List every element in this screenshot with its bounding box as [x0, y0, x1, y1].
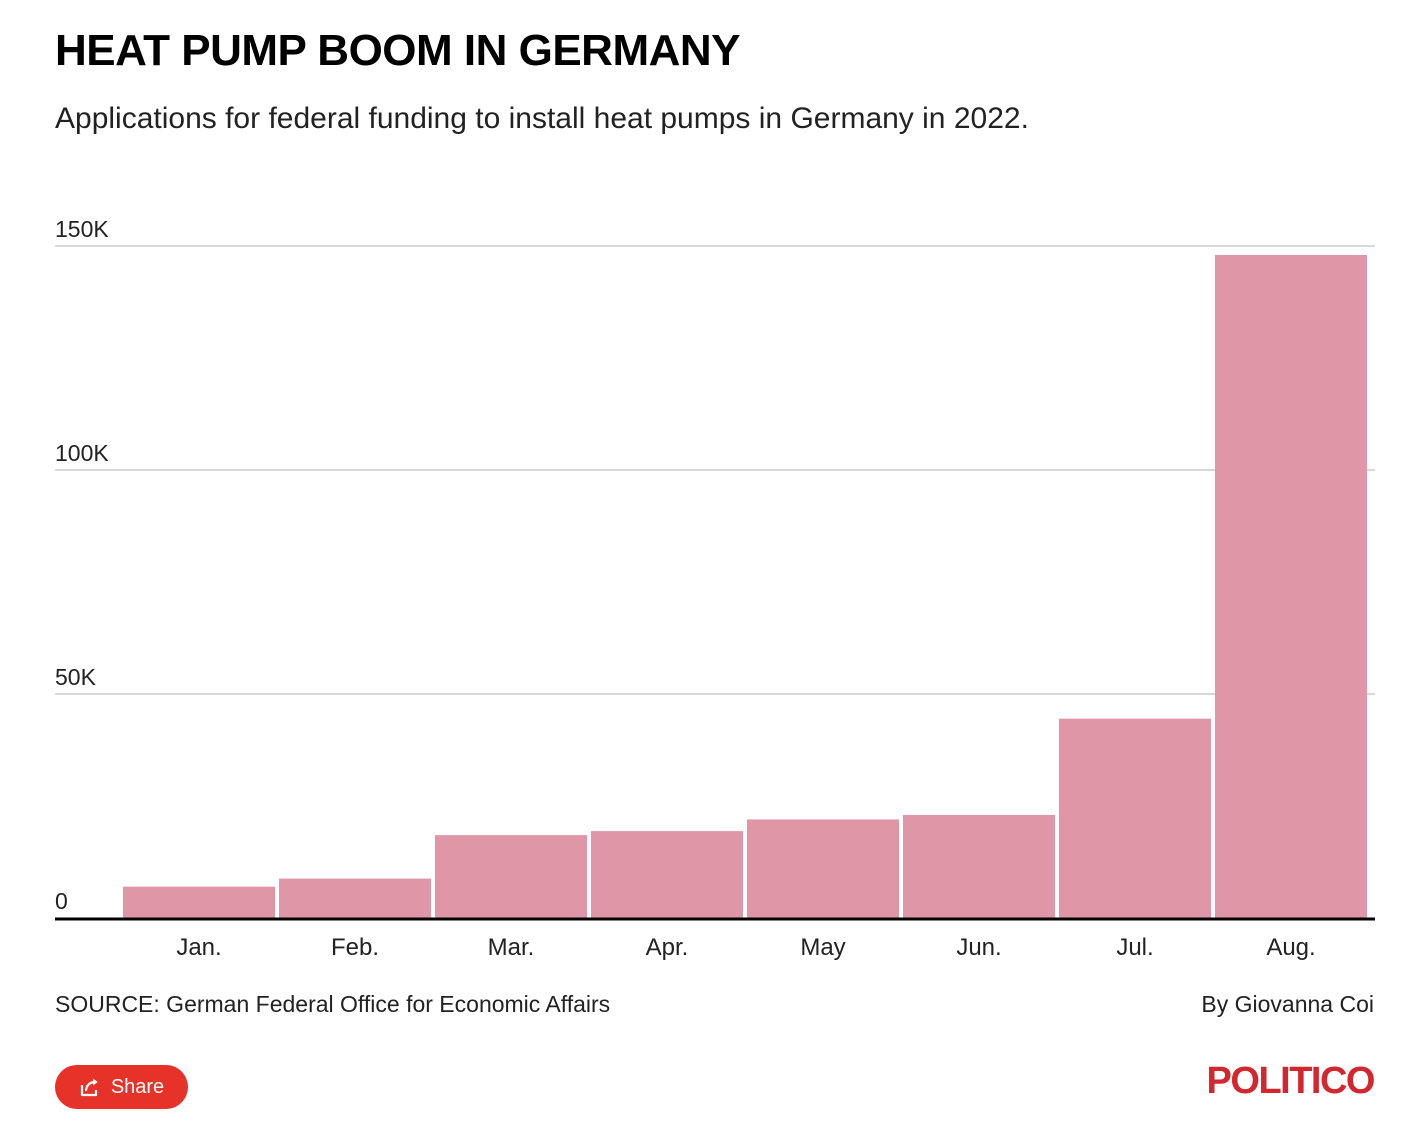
x-tick-label: Jan. — [176, 934, 221, 961]
chart-subtitle: Applications for federal funding to inst… — [55, 102, 1029, 135]
chart-title: HEAT PUMP BOOM IN GERMANY — [55, 26, 741, 75]
share-button[interactable]: Share — [55, 1065, 188, 1109]
x-axis-tick-labels: Jan. Feb. Mar. Apr. May Jun. Jul. Aug. — [176, 934, 1315, 961]
y-tick-label: 0 — [55, 888, 68, 914]
x-tick-label: Feb. — [331, 934, 379, 961]
source-note: SOURCE: German Federal Office for Econom… — [55, 991, 611, 1017]
y-tick-label: 150K — [55, 216, 109, 242]
x-tick-label: Aug. — [1266, 934, 1315, 961]
y-axis-tick-labels: 0 50K 100K 150K — [55, 216, 109, 914]
bar-jun — [903, 814, 1055, 918]
bar-apr — [591, 831, 743, 918]
y-tick-label: 50K — [55, 664, 97, 690]
gridlines — [55, 245, 1375, 695]
bar-may — [747, 819, 899, 918]
bar-chart: 0 50K 100K 150K Jan. Feb. Mar. Apr. May Jun. Jul.… — [55, 216, 1375, 961]
bar-mar — [435, 835, 587, 918]
politico-logo: POLITICO — [1206, 1060, 1376, 1102]
x-tick-label: Jul. — [1116, 934, 1153, 961]
bar-jul — [1059, 718, 1211, 918]
share-label: Share — [110, 1075, 165, 1098]
bar-aug — [1215, 254, 1367, 918]
bar-feb — [279, 878, 431, 918]
x-tick-label: Jun. — [956, 934, 1001, 961]
byline: By Giovanna Coi — [1201, 991, 1374, 1017]
share-icon — [79, 1076, 101, 1098]
x-tick-label: Mar. — [488, 934, 535, 961]
x-tick-label: May — [800, 934, 845, 961]
y-tick-label: 100K — [55, 440, 109, 466]
x-tick-label: Apr. — [646, 934, 689, 961]
bar-jan — [123, 886, 275, 918]
bars — [123, 254, 1367, 918]
